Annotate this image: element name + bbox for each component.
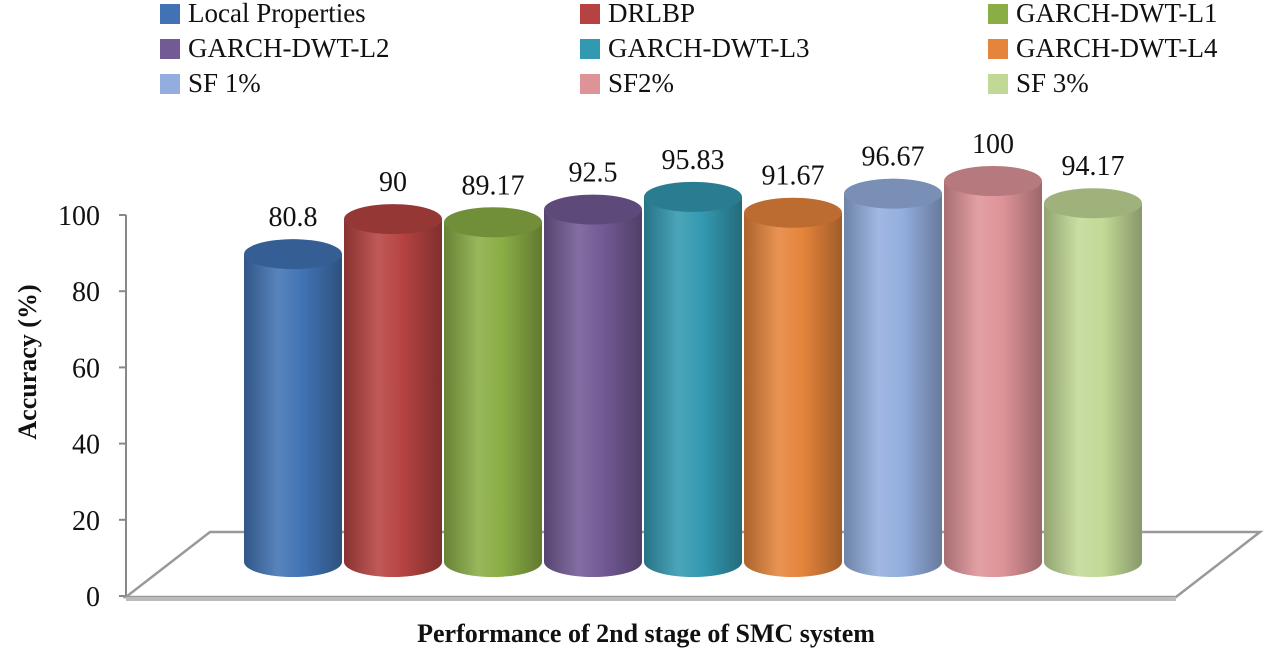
bar-body <box>244 254 342 578</box>
legend-label: GARCH-DWT-L2 <box>188 33 390 63</box>
legend-item: GARCH-DWT-L3 <box>580 33 810 63</box>
bar <box>944 166 1042 577</box>
legend-label: SF 1% <box>188 68 261 98</box>
legend-item: SF2% <box>580 68 674 98</box>
legend-swatch <box>988 74 1008 94</box>
legend-label: SF2% <box>608 68 674 98</box>
legend-item: GARCH-DWT-L4 <box>988 33 1218 63</box>
bar-top <box>544 194 642 225</box>
data-label: 89.17 <box>462 170 525 201</box>
bar-top <box>244 239 342 270</box>
legend-swatch <box>988 4 1008 24</box>
legend-label: SF 3% <box>1016 68 1089 98</box>
bar-body <box>1044 203 1142 578</box>
bar-top <box>344 204 442 235</box>
bar-body <box>644 196 742 577</box>
bar-top <box>844 178 942 209</box>
legend-label: DRLBP <box>608 0 695 28</box>
bar <box>544 194 642 577</box>
y-axis: 0 20 40 60 80 100 <box>58 201 127 613</box>
bar <box>1044 188 1142 578</box>
legend-label: GARCH-DWT-L3 <box>608 33 810 63</box>
y-tick-label: 60 <box>72 353 100 384</box>
y-tick-label: 80 <box>72 277 100 308</box>
floor-edge <box>126 597 1176 601</box>
bar-body <box>344 219 442 577</box>
legend-swatch <box>580 74 600 94</box>
data-label: 92.5 <box>569 158 618 189</box>
bar-body <box>544 209 642 577</box>
data-label: 96.67 <box>862 142 925 173</box>
data-labels: 80.8 90 89.17 92.5 95.83 91.67 96.67 100 94.17 <box>269 129 1125 233</box>
legend-swatch <box>580 39 600 59</box>
bar <box>844 178 942 577</box>
bar-top <box>944 166 1042 196</box>
y-tick-label: 100 <box>58 201 100 232</box>
data-label: 95.83 <box>662 145 725 176</box>
bar <box>344 204 442 577</box>
y-tick-label: 0 <box>86 582 100 613</box>
legend-swatch <box>160 39 180 59</box>
y-axis-title: Accuracy (%) <box>13 284 42 439</box>
bar <box>244 239 342 578</box>
legend: Local Properties DRLBP GARCH-DWT-L1 GARCH-D… <box>160 0 1218 98</box>
legend-label: GARCH-DWT-L4 <box>1016 33 1218 63</box>
bar-body <box>844 193 942 577</box>
legend-item: Local Properties <box>160 0 366 28</box>
bar-body <box>944 181 1042 577</box>
data-label: 91.67 <box>762 161 825 192</box>
bars <box>244 166 1142 578</box>
legend-swatch <box>580 4 600 24</box>
legend-label: GARCH-DWT-L1 <box>1016 0 1218 28</box>
data-label: 100 <box>972 129 1014 160</box>
legend-item: SF 1% <box>160 68 261 98</box>
bar-top <box>744 197 842 228</box>
data-label: 90 <box>379 167 407 198</box>
bar-body <box>444 222 542 577</box>
bar <box>744 197 842 577</box>
bar-top <box>444 207 542 238</box>
legend-item: GARCH-DWT-L1 <box>988 0 1218 28</box>
legend-item: GARCH-DWT-L2 <box>160 33 390 63</box>
legend-item: DRLBP <box>580 0 695 28</box>
bar-body <box>744 212 842 577</box>
bar <box>444 207 542 577</box>
data-label: 94.17 <box>1062 151 1125 182</box>
legend-swatch <box>160 74 180 94</box>
x-axis-title: Performance of 2nd stage of SMC system <box>417 619 875 648</box>
y-tick-label: 40 <box>72 430 100 461</box>
y-tick-label: 20 <box>72 506 100 537</box>
data-label: 80.8 <box>269 202 318 233</box>
bar-top <box>644 181 742 212</box>
legend-swatch <box>160 4 180 24</box>
bar <box>644 181 742 577</box>
bar-top <box>1044 188 1142 219</box>
legend-swatch <box>988 39 1008 59</box>
legend-item: SF 3% <box>988 68 1089 98</box>
legend-label: Local Properties <box>188 0 366 28</box>
